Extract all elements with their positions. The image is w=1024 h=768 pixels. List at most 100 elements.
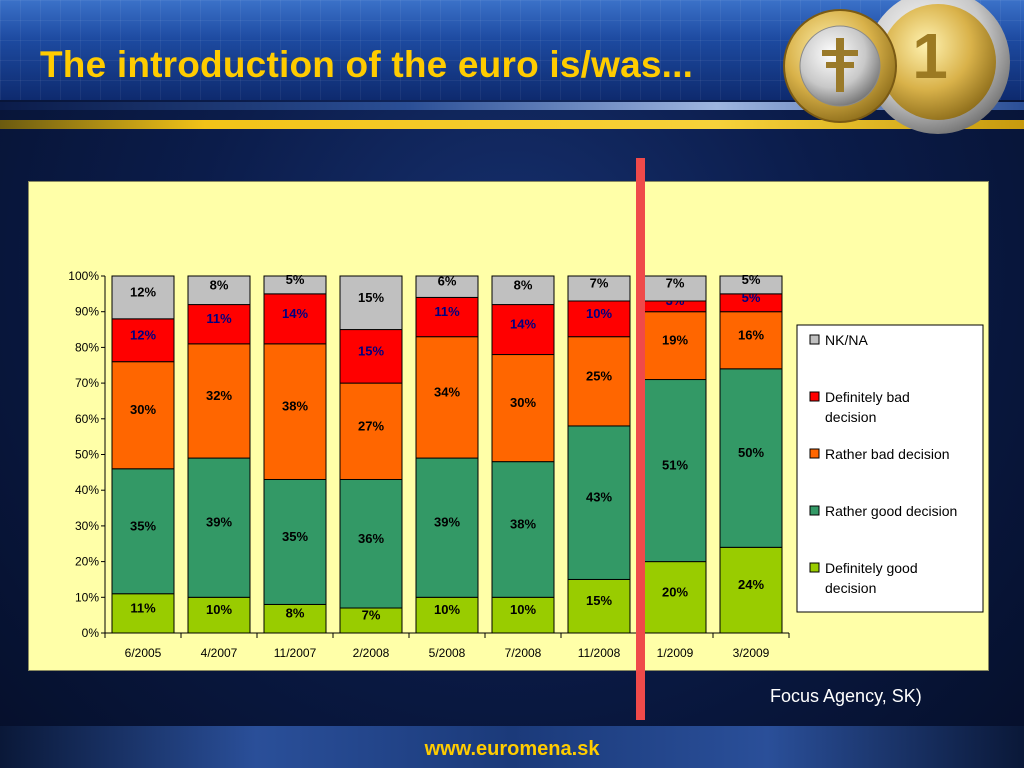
- bar-segment-definitely_bad: [111, 318, 175, 363]
- bar-segment-definitely_good: [263, 603, 327, 634]
- data-label: 5%: [742, 272, 761, 287]
- x-tick-label: 4/2007: [201, 646, 238, 660]
- stacked-bar-chart: 0% 10% 20% 30% 40% 50% 60% 70% 80% 90% 100% 11% 35% 3…: [68, 269, 984, 660]
- data-label: 8%: [514, 277, 533, 292]
- bar-segment-definitely_bad: [339, 329, 403, 384]
- data-label: 25%: [586, 368, 612, 383]
- bar-segment-rather_bad: [111, 361, 175, 470]
- bar-segment-definitely_bad: [263, 293, 327, 345]
- y-tick-label: 40%: [75, 483, 99, 497]
- bar-segment-nk_na: [339, 275, 403, 331]
- bar-segment-definitely_good: [567, 578, 631, 634]
- y-tick-label: 80%: [75, 340, 99, 354]
- bar-segment-nk_na: [567, 275, 631, 302]
- bar-segment-rather_good: [187, 457, 251, 598]
- data-label: 34%: [434, 384, 460, 399]
- x-tick-label: 2/2008: [353, 646, 390, 660]
- y-tick-label: 0%: [82, 626, 100, 640]
- data-label: 43%: [586, 490, 612, 505]
- slide-title: The introduction of the euro is/was...: [40, 44, 694, 85]
- data-label: 36%: [358, 531, 384, 546]
- data-label: 51%: [662, 458, 688, 473]
- legend-swatch: [809, 562, 820, 573]
- data-label: 15%: [358, 343, 384, 358]
- legend-swatch: [809, 391, 820, 402]
- data-label: 10%: [206, 602, 232, 617]
- data-label: 39%: [206, 515, 232, 530]
- header-stripe-gold: [0, 120, 1024, 129]
- data-label: 38%: [510, 516, 536, 531]
- bar-segment-definitely_bad: [491, 304, 555, 356]
- bar-segment-nk_na: [187, 275, 251, 306]
- bar-segment-rather_good: [719, 368, 783, 548]
- data-label: 11%: [434, 304, 460, 319]
- bar-segment-nk_na: [415, 275, 479, 298]
- data-label: 32%: [206, 388, 232, 403]
- bar-segment-rather_bad: [415, 336, 479, 459]
- bar-segment-rather_good: [339, 478, 403, 609]
- data-label: 19%: [662, 333, 688, 348]
- data-label: 14%: [510, 317, 536, 332]
- bar-segment-rather_good: [415, 457, 479, 598]
- data-label: 5%: [286, 272, 305, 287]
- data-label: 30%: [130, 402, 156, 417]
- y-tick-label: 90%: [75, 305, 99, 319]
- data-label: 10%: [586, 306, 612, 321]
- bar-segment-definitely_good: [719, 546, 783, 634]
- bar-segment-definitely_good: [339, 607, 403, 634]
- data-label: 38%: [282, 399, 308, 414]
- data-label: 14%: [282, 306, 308, 321]
- bar-segment-definitely_good: [491, 596, 555, 634]
- source-note: Focus Agency, SK): [770, 686, 922, 706]
- data-label: 8%: [286, 606, 305, 621]
- y-tick-label: 20%: [75, 555, 99, 569]
- data-label: 11%: [206, 311, 232, 326]
- bar-segment-nk_na: [491, 275, 555, 306]
- data-label: 15%: [358, 290, 384, 305]
- data-label: 30%: [510, 395, 536, 410]
- data-label: 20%: [662, 584, 688, 599]
- data-label: 10%: [434, 602, 460, 617]
- header-stripe-blue: [0, 102, 1024, 110]
- x-tick-label: 1/2009: [657, 646, 694, 660]
- data-label: 24%: [738, 577, 764, 592]
- bar-segment-definitely_bad: [187, 304, 251, 345]
- y-tick-label: 10%: [75, 590, 99, 604]
- legend-label: NK/NA: [825, 332, 868, 348]
- euro-coins-image: 1: [783, 0, 1010, 134]
- data-label: 11%: [130, 600, 156, 615]
- data-label: 35%: [282, 529, 308, 544]
- bar-segment-nk_na: [643, 275, 707, 302]
- bar-segment-rather_bad: [187, 343, 251, 459]
- bar-segment-rather_bad: [643, 311, 707, 381]
- bar-segment-rather_good: [263, 478, 327, 605]
- chart-panel: 0% 10% 20% 30% 40% 50% 60% 70% 80% 90% 100% 11% 35% 3…: [28, 181, 989, 671]
- legend-label: Definitely good: [825, 560, 918, 576]
- legend-label: decision: [825, 409, 876, 425]
- data-label: 16%: [738, 327, 764, 342]
- data-label: 35%: [130, 518, 156, 533]
- data-label: 27%: [358, 418, 384, 433]
- x-tick-label: 3/2009: [733, 646, 770, 660]
- data-label: 7%: [666, 275, 685, 290]
- data-label: 12%: [130, 327, 156, 342]
- data-label: 7%: [362, 608, 381, 623]
- x-tick-label: 11/2007: [274, 646, 317, 660]
- x-tick-label: 5/2008: [429, 646, 466, 660]
- y-tick-label: 100%: [68, 269, 99, 283]
- legend-swatch: [809, 334, 820, 345]
- x-tick-label: 11/2008: [578, 646, 621, 660]
- bar-segment-nk_na: [263, 275, 327, 295]
- legend-swatch: [809, 505, 820, 516]
- bar-segment-definitely_good: [111, 593, 175, 634]
- footer-url: www.euromena.sk: [424, 738, 600, 760]
- y-tick-label: 70%: [75, 376, 99, 390]
- data-label: 10%: [510, 602, 536, 617]
- bar-segment-definitely_good: [187, 596, 251, 634]
- data-label: 39%: [434, 515, 460, 530]
- legend-label: Definitely bad: [825, 389, 910, 405]
- data-label: 7%: [590, 275, 609, 290]
- legend-label: Rather bad decision: [825, 446, 950, 462]
- y-tick-label: 60%: [75, 412, 99, 426]
- bar-segment-rather_bad: [339, 382, 403, 480]
